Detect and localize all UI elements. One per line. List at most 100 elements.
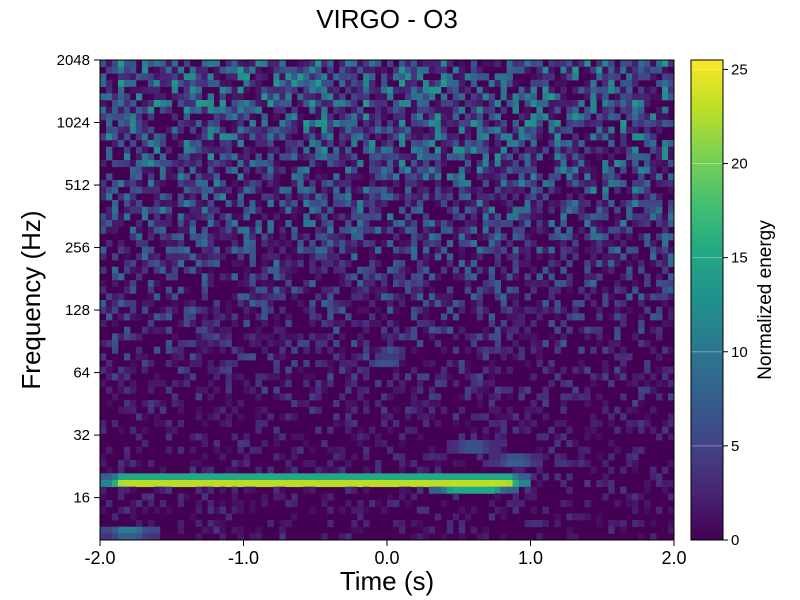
heatmap-cell <box>656 173 663 181</box>
heatmap-cell <box>231 140 238 148</box>
heatmap-cell <box>267 100 274 108</box>
heatmap-cell <box>440 266 448 274</box>
heatmap-cell <box>123 353 131 361</box>
heatmap-cell <box>369 140 376 148</box>
heatmap-cell <box>422 233 430 241</box>
heatmap-cell <box>129 300 137 308</box>
heatmap-cell <box>482 73 490 81</box>
heatmap-cell <box>147 233 155 241</box>
heatmap-cell <box>608 440 615 448</box>
heatmap-cell <box>327 86 334 94</box>
heatmap-cell <box>620 160 627 168</box>
heatmap-cell <box>100 453 107 461</box>
heatmap-cell <box>416 180 424 188</box>
heatmap-cell <box>416 413 424 421</box>
heatmap-cell <box>207 220 215 228</box>
heatmap-cell <box>548 253 555 261</box>
heatmap-cell <box>434 240 442 248</box>
heatmap-cell <box>273 426 280 434</box>
heatmap-cell <box>129 193 137 201</box>
heatmap-cell <box>159 226 167 234</box>
heatmap-cell <box>638 120 645 128</box>
heatmap-cell <box>476 206 484 214</box>
heatmap-cell <box>327 426 334 434</box>
heatmap-cell <box>333 100 340 108</box>
heatmap-cell <box>476 486 484 494</box>
heatmap-cell <box>518 473 525 481</box>
heatmap-cell <box>638 133 645 141</box>
heatmap-cell <box>644 380 651 388</box>
heatmap-cell <box>339 533 346 541</box>
heatmap-cell <box>446 226 454 234</box>
heatmap-cell <box>536 313 543 321</box>
heatmap-cell <box>602 206 609 214</box>
heatmap-cell <box>231 66 238 74</box>
heatmap-cell <box>524 420 531 428</box>
heatmap-cell <box>261 346 268 354</box>
heatmap-cell <box>494 366 502 374</box>
heatmap-cell <box>147 253 155 261</box>
heatmap-cell <box>530 213 537 221</box>
heatmap-cell <box>470 106 478 114</box>
heatmap-cell <box>584 173 591 181</box>
heatmap-cell <box>506 60 513 68</box>
heatmap-cell <box>596 393 603 401</box>
heatmap-cell <box>476 480 484 488</box>
heatmap-cell <box>434 326 442 334</box>
heatmap-cell <box>351 420 358 428</box>
heatmap-cell <box>351 373 358 381</box>
heatmap-cell <box>404 173 412 181</box>
heatmap-cell <box>392 326 400 334</box>
heatmap-cell <box>207 73 215 81</box>
heatmap-cell <box>207 233 215 241</box>
heatmap-cell <box>410 246 418 254</box>
heatmap-cell <box>500 146 507 154</box>
heatmap-cell <box>243 160 250 168</box>
heatmap-cell <box>536 186 543 194</box>
heatmap-cell <box>602 480 609 488</box>
heatmap-cell <box>279 486 286 494</box>
heatmap-cell <box>129 280 137 288</box>
heatmap-cell <box>177 500 185 508</box>
heatmap-cell <box>273 260 280 268</box>
heatmap-cell <box>165 106 173 114</box>
heatmap-cell <box>398 460 406 468</box>
heatmap-cell <box>159 420 167 428</box>
heatmap-cell <box>512 80 519 88</box>
heatmap-cell <box>638 153 645 161</box>
heatmap-cell <box>626 160 633 168</box>
heatmap-cell <box>530 493 537 501</box>
heatmap-cell <box>303 280 310 288</box>
heatmap-cell <box>416 233 424 241</box>
heatmap-cell <box>596 326 603 334</box>
heatmap-cell <box>536 133 543 141</box>
heatmap-cell <box>566 180 573 188</box>
heatmap-cell <box>434 246 442 254</box>
heatmap-cell <box>650 213 657 221</box>
y-tick-label: 64 <box>73 365 90 382</box>
heatmap-cell <box>159 80 167 88</box>
heatmap-cell <box>422 113 430 121</box>
heatmap-cell <box>375 380 382 388</box>
heatmap-cell <box>494 413 502 421</box>
heatmap-cell <box>608 380 615 388</box>
heatmap-cell <box>363 113 370 121</box>
heatmap-cell <box>339 280 346 288</box>
heatmap-cell <box>440 320 448 328</box>
heatmap-cell <box>147 133 155 141</box>
heatmap-cell <box>159 140 167 148</box>
heatmap-cell <box>285 473 292 481</box>
heatmap-cell <box>165 220 173 228</box>
heatmap-cell <box>440 313 448 321</box>
heatmap-cell <box>572 86 579 94</box>
heatmap-cell <box>153 66 161 74</box>
heatmap-cell <box>387 380 394 388</box>
heatmap-cell <box>560 126 567 134</box>
heatmap-cell <box>129 486 137 494</box>
heatmap-cell <box>339 420 346 428</box>
heatmap-cell <box>255 373 262 381</box>
heatmap-cell <box>476 353 484 361</box>
heatmap-cell <box>315 100 322 108</box>
heatmap-cell <box>261 440 268 448</box>
heatmap-cell <box>255 153 262 161</box>
